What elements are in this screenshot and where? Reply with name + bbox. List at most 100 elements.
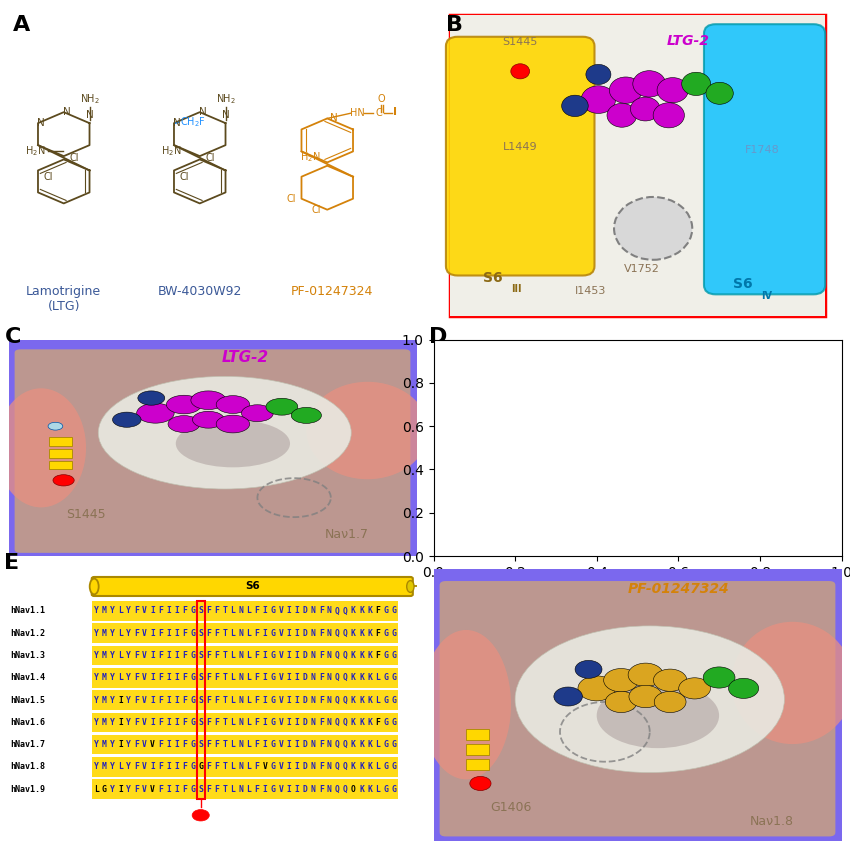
Text: N: N bbox=[327, 695, 332, 705]
FancyBboxPatch shape bbox=[450, 14, 825, 317]
Bar bbox=[196, 779, 205, 799]
Bar bbox=[358, 668, 366, 688]
Bar bbox=[205, 734, 212, 755]
Text: T: T bbox=[223, 673, 227, 683]
Bar bbox=[116, 690, 124, 710]
Text: V: V bbox=[142, 673, 147, 683]
FancyBboxPatch shape bbox=[439, 581, 836, 836]
Circle shape bbox=[631, 97, 660, 121]
Text: F: F bbox=[375, 717, 380, 727]
Bar bbox=[165, 646, 173, 666]
Text: F: F bbox=[158, 673, 163, 683]
Circle shape bbox=[112, 412, 141, 427]
Circle shape bbox=[617, 411, 649, 428]
Bar bbox=[49, 437, 71, 446]
Text: D: D bbox=[303, 629, 308, 638]
Text: S6: S6 bbox=[483, 271, 502, 285]
Bar bbox=[326, 734, 333, 755]
Text: I: I bbox=[174, 717, 179, 727]
Bar bbox=[269, 757, 277, 777]
Text: N: N bbox=[173, 118, 181, 128]
Bar bbox=[196, 646, 205, 666]
Bar bbox=[173, 646, 180, 666]
Text: T: T bbox=[223, 651, 227, 660]
Text: N: N bbox=[327, 673, 332, 683]
Bar bbox=[212, 734, 221, 755]
Text: K: K bbox=[367, 695, 372, 705]
Text: G: G bbox=[391, 673, 396, 683]
Bar bbox=[309, 779, 317, 799]
Circle shape bbox=[191, 391, 226, 409]
Text: LTG-2: LTG-2 bbox=[667, 34, 710, 48]
Ellipse shape bbox=[422, 630, 511, 779]
Bar bbox=[382, 646, 389, 666]
Text: F: F bbox=[134, 695, 139, 705]
Bar bbox=[100, 712, 108, 732]
Text: F: F bbox=[214, 606, 219, 616]
Text: F: F bbox=[207, 673, 211, 683]
Text: T: T bbox=[223, 606, 227, 616]
Text: D: D bbox=[303, 606, 308, 616]
Bar bbox=[466, 729, 489, 740]
Bar bbox=[149, 623, 156, 643]
Text: I: I bbox=[263, 651, 268, 660]
Bar bbox=[342, 712, 349, 732]
Bar bbox=[317, 690, 326, 710]
Text: S: S bbox=[198, 717, 203, 727]
Text: I: I bbox=[174, 740, 179, 749]
Bar bbox=[277, 757, 285, 777]
Bar bbox=[173, 779, 180, 799]
Text: I: I bbox=[118, 717, 122, 727]
Bar bbox=[269, 779, 277, 799]
Text: N: N bbox=[330, 114, 338, 123]
Bar bbox=[237, 712, 245, 732]
Text: G: G bbox=[190, 606, 196, 616]
Circle shape bbox=[641, 415, 675, 433]
Text: Y: Y bbox=[94, 695, 99, 705]
Text: K: K bbox=[359, 629, 364, 638]
Text: I: I bbox=[166, 673, 171, 683]
Text: G1406: G1406 bbox=[490, 801, 532, 814]
Bar bbox=[140, 734, 149, 755]
Text: F: F bbox=[158, 651, 163, 660]
Bar bbox=[237, 601, 245, 621]
Text: F: F bbox=[214, 651, 219, 660]
Bar bbox=[285, 601, 293, 621]
Text: F: F bbox=[207, 762, 211, 772]
Bar bbox=[317, 646, 326, 666]
Bar bbox=[108, 668, 116, 688]
Circle shape bbox=[614, 197, 692, 260]
Text: Y: Y bbox=[94, 673, 99, 683]
Bar bbox=[301, 712, 309, 732]
Bar bbox=[212, 668, 221, 688]
Bar bbox=[301, 690, 309, 710]
Bar bbox=[229, 779, 237, 799]
Text: LTG-2: LTG-2 bbox=[222, 351, 269, 365]
Bar bbox=[149, 690, 156, 710]
Bar bbox=[382, 712, 389, 732]
Text: I: I bbox=[295, 717, 299, 727]
Ellipse shape bbox=[601, 419, 715, 467]
Bar bbox=[285, 734, 293, 755]
Bar bbox=[389, 601, 398, 621]
Text: I: I bbox=[295, 651, 299, 660]
Bar bbox=[342, 779, 349, 799]
Text: F: F bbox=[214, 740, 219, 749]
Bar bbox=[293, 779, 301, 799]
Text: G: G bbox=[270, 740, 275, 749]
Text: I: I bbox=[295, 784, 299, 794]
Bar bbox=[269, 712, 277, 732]
Text: D: D bbox=[303, 717, 308, 727]
Bar bbox=[133, 734, 140, 755]
Bar bbox=[149, 601, 156, 621]
Text: F: F bbox=[182, 740, 187, 749]
Bar bbox=[116, 646, 124, 666]
Circle shape bbox=[666, 405, 699, 422]
Bar bbox=[205, 668, 212, 688]
Bar bbox=[269, 734, 277, 755]
Bar bbox=[269, 668, 277, 688]
Text: Y: Y bbox=[110, 606, 115, 616]
Text: F: F bbox=[375, 629, 380, 638]
Bar bbox=[309, 757, 317, 777]
Circle shape bbox=[609, 77, 643, 104]
